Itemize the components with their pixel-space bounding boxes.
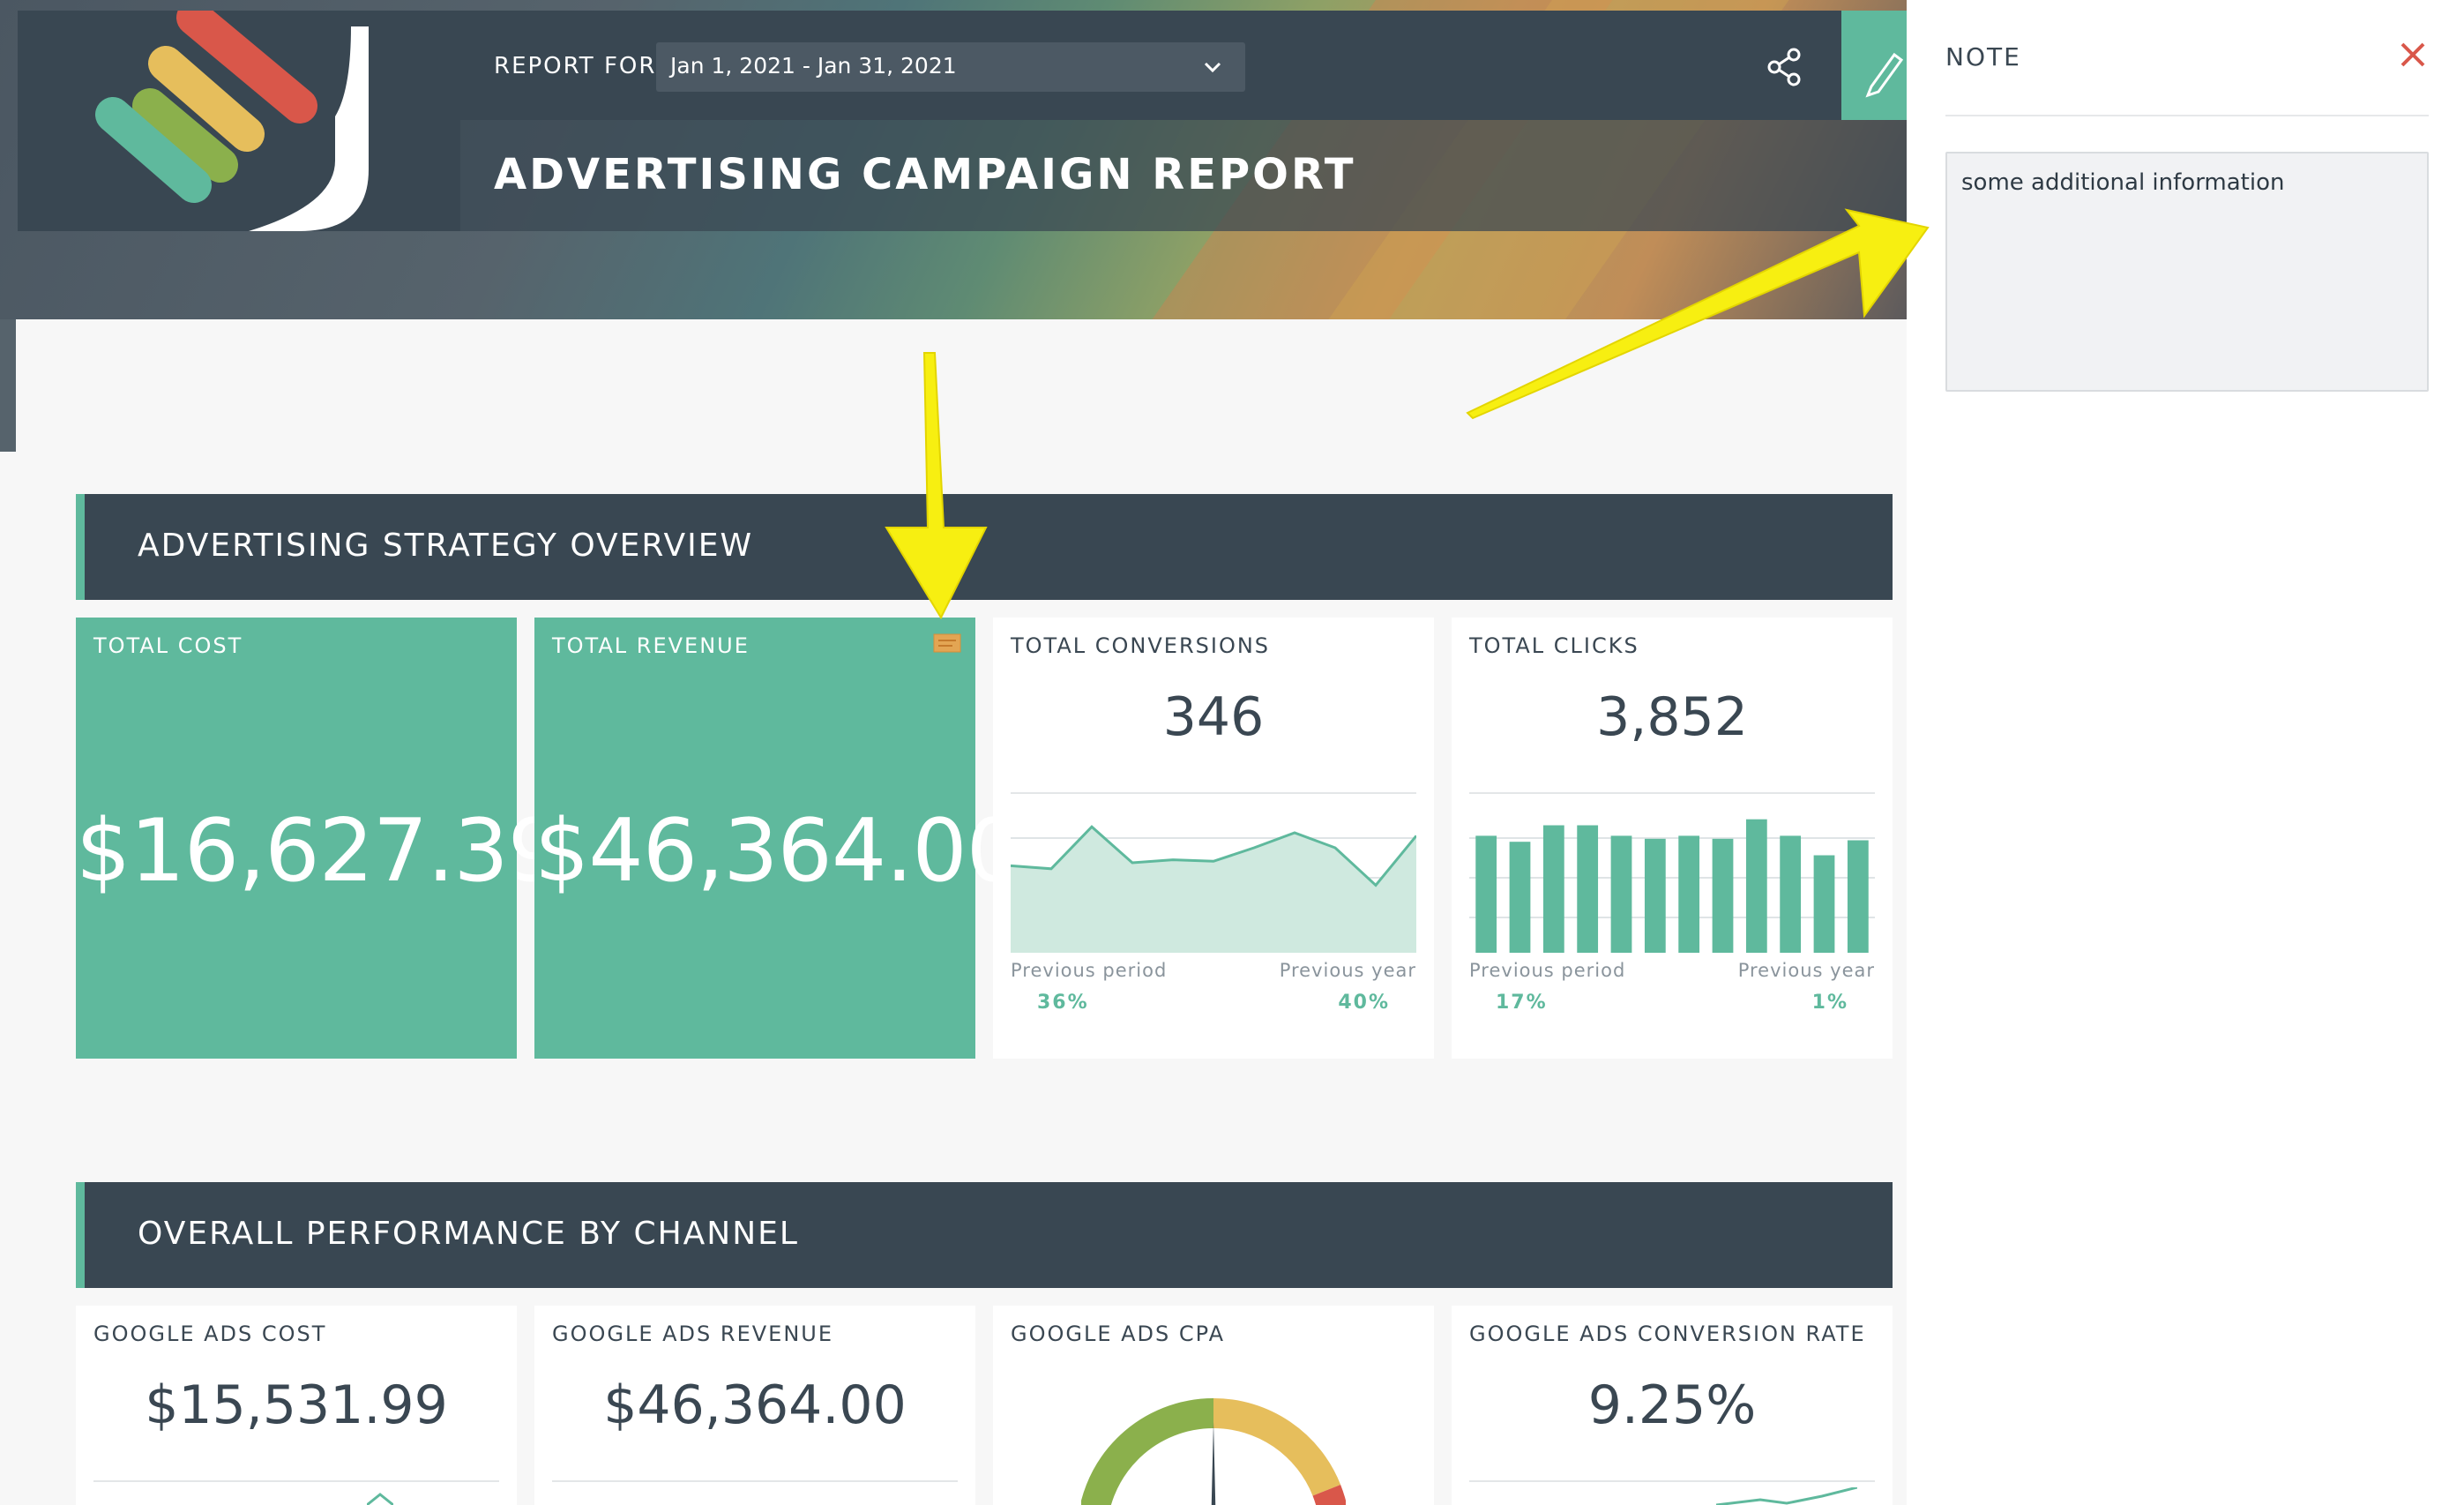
page-title: ADVERTISING CAMPAIGN REPORT [494, 150, 1356, 199]
tile-google-ads-revenue[interactable]: GOOGLE ADS REVENUE $46,364.00 [534, 1306, 975, 1505]
gauge-segment [1213, 1398, 1341, 1496]
area-fill [1011, 827, 1416, 953]
tile-value: 3,852 [1596, 686, 1748, 748]
tile-total-clicks[interactable]: TOTAL CLICKS 3,852 Previous period Previ… [1452, 618, 1893, 1059]
tile-label: TOTAL REVENUE [552, 633, 750, 658]
section-title: OVERALL PERFORMANCE BY CHANNEL [138, 1216, 799, 1252]
tile-value: 9.25% [1587, 1374, 1757, 1436]
edit-button[interactable] [1841, 11, 1907, 120]
clicks-bar-chart [1469, 819, 1875, 953]
previous-period-value: 17% [1496, 992, 1548, 1014]
bar [1577, 825, 1599, 953]
tile-value: $46,364.00 [534, 801, 1021, 902]
conversions-area-chart [1011, 825, 1416, 953]
report-for-label: REPORT FOR [494, 53, 657, 79]
left-strip [0, 319, 16, 452]
bar [1678, 835, 1700, 953]
tile-label: TOTAL CONVERSIONS [1011, 633, 1271, 658]
tile-divider [93, 1480, 499, 1482]
bar [1644, 838, 1666, 953]
bar [1712, 838, 1734, 953]
section-header-overview: ADVERTISING STRATEGY OVERVIEW [76, 494, 1893, 600]
tile-value: 346 [1162, 686, 1265, 748]
note-textarea[interactable] [1945, 152, 2429, 392]
bar [1542, 825, 1564, 953]
previous-period-label: Previous period [1011, 960, 1168, 981]
tile-divider [1011, 792, 1416, 794]
tile-label: TOTAL CLICKS [1469, 633, 1639, 658]
note-divider [1945, 115, 2429, 116]
tile-value: $15,531.99 [145, 1374, 448, 1436]
date-range-value: Jan 1, 2021 - Jan 31, 2021 [670, 53, 957, 79]
date-range-select[interactable]: Jan 1, 2021 - Jan 31, 2021 [656, 42, 1245, 92]
sparkline-fragment [1716, 1487, 1857, 1505]
note-indicator-icon[interactable] [933, 633, 961, 653]
gauge-segment [1312, 1484, 1346, 1505]
logo [18, 0, 460, 231]
tile-label: GOOGLE ADS CPA [1011, 1322, 1226, 1346]
tile-google-ads-cpa[interactable]: GOOGLE ADS CPA [993, 1306, 1434, 1505]
tile-label: GOOGLE ADS COST [93, 1322, 327, 1346]
previous-period-label: Previous period [1469, 960, 1626, 981]
note-panel-title: NOTE [1945, 42, 2021, 71]
previous-year-label: Previous year [1737, 960, 1875, 981]
previous-period-value: 36% [1037, 992, 1089, 1014]
close-icon[interactable] [2393, 35, 2432, 74]
tile-label: GOOGLE ADS REVENUE [552, 1322, 834, 1346]
bar [1780, 835, 1802, 953]
section-title: ADVERTISING STRATEGY OVERVIEW [138, 528, 754, 564]
bar [1610, 835, 1632, 953]
pencil-icon [1865, 52, 1904, 98]
tile-total-cost[interactable]: TOTAL COST $16,627.39 [76, 618, 563, 1059]
series-line [1011, 825, 1416, 887]
bar [1847, 840, 1869, 953]
previous-year-label: Previous year [1279, 960, 1416, 981]
bar [1475, 835, 1497, 953]
tile-label: TOTAL COST [93, 633, 243, 658]
tile-total-conversions[interactable]: TOTAL CONVERSIONS 346 Previous period Pr… [993, 618, 1434, 1059]
previous-year-value: 1% [1811, 992, 1848, 1014]
tile-value: $16,627.39 [76, 801, 563, 902]
tile-divider [552, 1480, 958, 1482]
cpa-gauge-chart [1081, 1398, 1346, 1505]
bar [1745, 819, 1767, 953]
note-panel: NOTE [1907, 0, 2464, 1505]
sparkline-fragment [367, 1493, 393, 1505]
tile-google-ads-conversion-rate[interactable]: GOOGLE ADS CONVERSION RATE 9.25% [1452, 1306, 1893, 1505]
tile-value: $46,364.00 [603, 1374, 907, 1436]
previous-year-value: 40% [1338, 992, 1390, 1014]
chevron-down-icon [1203, 56, 1222, 82]
section-header-channel: OVERALL PERFORMANCE BY CHANNEL [76, 1182, 1893, 1288]
share-icon[interactable] [1764, 46, 1806, 88]
tile-google-ads-cost[interactable]: GOOGLE ADS COST $15,531.99 [76, 1306, 517, 1505]
gauge-segment [1081, 1398, 1214, 1505]
bar [1813, 855, 1835, 953]
tile-divider [1469, 1480, 1875, 1482]
tile-divider [1469, 792, 1875, 794]
bar [1509, 842, 1531, 953]
gauge-needle [1211, 1422, 1216, 1505]
tile-total-revenue[interactable]: TOTAL REVENUE $46,364.00 [534, 618, 1021, 1059]
tile-label: GOOGLE ADS CONVERSION RATE [1469, 1322, 1866, 1346]
